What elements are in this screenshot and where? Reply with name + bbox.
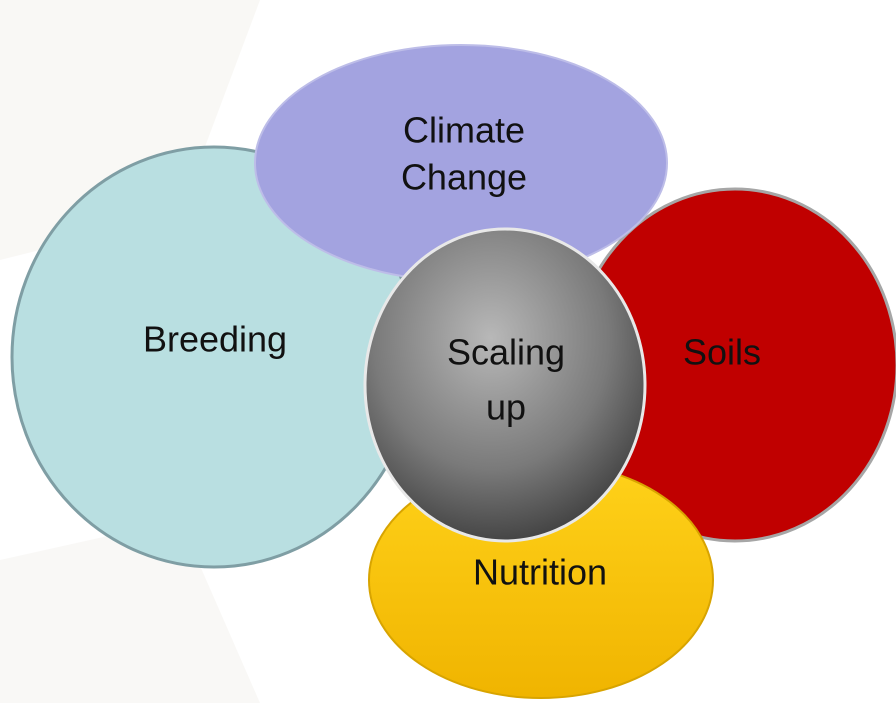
- node-label: Scaling: [447, 332, 565, 373]
- node-label: Change: [401, 157, 527, 198]
- node-label: up: [486, 387, 526, 428]
- node-label: Nutrition: [473, 552, 607, 593]
- node-label: Climate: [403, 110, 525, 151]
- node-scaling: Scaling up: [363, 227, 647, 543]
- node-soils: Soils: [571, 187, 896, 543]
- node-label: Breeding: [143, 319, 287, 360]
- node-label: Soils: [683, 332, 761, 373]
